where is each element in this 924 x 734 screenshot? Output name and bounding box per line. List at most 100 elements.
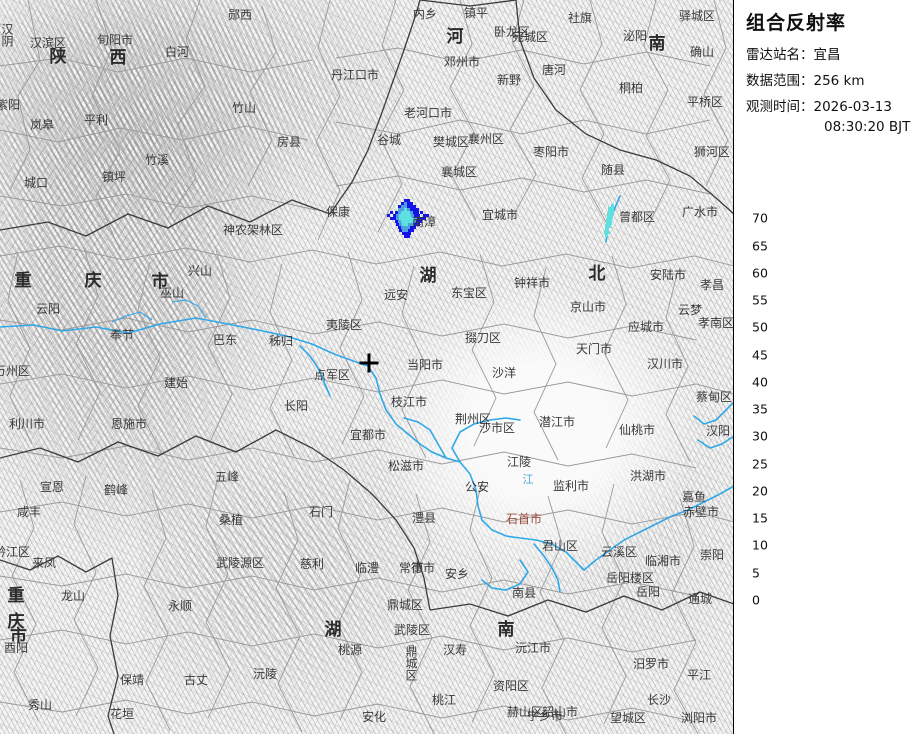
echo-cell xyxy=(408,217,411,220)
echo-cell xyxy=(417,223,420,226)
echo-cell xyxy=(395,220,398,223)
place-label: 旬阳市 xyxy=(96,33,134,47)
echo-cell xyxy=(393,214,396,217)
place-label: 唐河 xyxy=(541,63,567,77)
place-label: 谷城 xyxy=(376,133,402,147)
echo-cell xyxy=(413,205,416,208)
page-title: 组合反射率 xyxy=(746,12,847,34)
place-label: 沅陵 xyxy=(252,667,278,681)
place-label: 松滋市 xyxy=(387,459,425,473)
echo-cell xyxy=(407,202,410,205)
echo-cell xyxy=(404,202,407,205)
river-network xyxy=(0,195,733,593)
echo-cell xyxy=(402,217,405,220)
place-label: 宜城市 xyxy=(481,208,519,222)
place-label: 宣恩 xyxy=(39,480,65,494)
place-label: 白河 xyxy=(164,45,190,59)
meta-label-station: 雷达站名： xyxy=(746,47,814,63)
echo-cell xyxy=(611,204,614,207)
echo-cell xyxy=(402,223,405,226)
echo-cell xyxy=(605,234,608,237)
radar-site-marker xyxy=(359,353,379,373)
place-label: 古丈 xyxy=(183,673,209,687)
legend-tick-0: 0 xyxy=(752,592,760,608)
place-label: 黔江区 xyxy=(0,545,31,559)
echo-cell xyxy=(608,210,611,213)
place-label: 紫阳 xyxy=(0,98,21,112)
echo-cell xyxy=(410,220,413,223)
place-label: 枝江市 xyxy=(390,395,428,409)
place-label: 汉阴 xyxy=(0,23,14,47)
echo-cell xyxy=(407,211,410,214)
place-label: 卧龙区 xyxy=(493,25,531,39)
place-label: 仙桃市 xyxy=(618,423,656,437)
meta-value-station: 宜昌 xyxy=(813,47,841,63)
meta-label-time: 观测时间： xyxy=(746,99,814,115)
echo-cell xyxy=(405,229,408,232)
echo-cell xyxy=(411,223,414,226)
legend-tick-55: 55 xyxy=(752,292,768,308)
echo-cell xyxy=(399,229,402,232)
place-label: 沅江市 xyxy=(514,641,552,655)
place-label: 韶山市 xyxy=(541,705,579,719)
legend-tick-20: 20 xyxy=(752,483,768,499)
echo-cell xyxy=(404,205,407,208)
place-label: 襄州区 xyxy=(467,132,505,146)
echo-cell xyxy=(408,232,411,235)
echo-cell xyxy=(426,214,429,217)
place-label: 南县 xyxy=(511,586,537,600)
legend-tick-25: 25 xyxy=(752,456,768,472)
echo-cell xyxy=(401,220,404,223)
place-label: 云阳 xyxy=(35,302,61,316)
place-label: 桃源 xyxy=(337,643,363,657)
place-label: 曾都区 xyxy=(618,210,656,224)
echo-cell xyxy=(398,205,401,208)
meta-label-range: 数据范围： xyxy=(746,73,814,89)
place-label: 城口 xyxy=(23,176,49,190)
place-label: 丹江口市 xyxy=(330,68,380,82)
echo-cell xyxy=(413,211,416,214)
meta-value-range: 256 km xyxy=(813,73,865,89)
map-panel[interactable]: 陕西河南重庆市湖北湖南重庆市郧西 镇平 社旗 驿城区 汉滨区 旬阳市 白河 丹江口市 内乡 卧龙区… xyxy=(0,0,734,734)
province-label: 陕 xyxy=(49,47,67,67)
place-label: 天门市 xyxy=(575,342,613,356)
place-label: 奉节 xyxy=(109,328,135,342)
echo-cell xyxy=(611,207,614,210)
echo-cell xyxy=(396,217,399,220)
place-label: 建始 xyxy=(163,376,189,390)
place-label: 利川市 xyxy=(8,417,46,431)
place-label: 当阳市 xyxy=(406,358,444,372)
place-label: 汉寿 xyxy=(442,643,468,657)
place-label: 樊城区 xyxy=(432,135,470,149)
echo-cell xyxy=(420,217,423,220)
place-label: 云梦 xyxy=(677,303,703,317)
place-label: 夷陵区 xyxy=(325,318,363,332)
echo-cell xyxy=(408,223,411,226)
echo-cell xyxy=(408,214,411,217)
place-label: 桐柏 xyxy=(618,81,644,95)
province-label: 南 xyxy=(648,34,666,54)
echo-cell xyxy=(401,226,404,229)
place-label: 宛城区 xyxy=(511,30,549,44)
place-label: 远安 xyxy=(383,288,409,302)
echo-cell xyxy=(404,199,407,202)
place-label: 赫山区 xyxy=(506,705,544,719)
place-label: 市 xyxy=(410,561,424,573)
place-label: 荆州区 xyxy=(454,412,492,426)
place-label: 邓州市 xyxy=(443,55,481,69)
place-label: 望城区 xyxy=(609,711,647,725)
legend-tick-40: 40 xyxy=(752,374,768,390)
echo-cell xyxy=(410,211,413,214)
province-label: 重 xyxy=(14,271,32,291)
echo-cell xyxy=(414,214,417,217)
legend-tick-10: 10 xyxy=(752,537,768,553)
place-label: 花垣 xyxy=(109,707,135,721)
echo-cell xyxy=(416,211,419,214)
place-label: 襄城区 xyxy=(440,165,478,179)
echo-cell xyxy=(414,217,417,220)
echo-cell xyxy=(423,217,426,220)
echo-cell xyxy=(413,208,416,211)
place-label: 长阳 xyxy=(283,399,309,413)
echo-cell xyxy=(402,214,405,217)
echo-cell xyxy=(396,223,399,226)
